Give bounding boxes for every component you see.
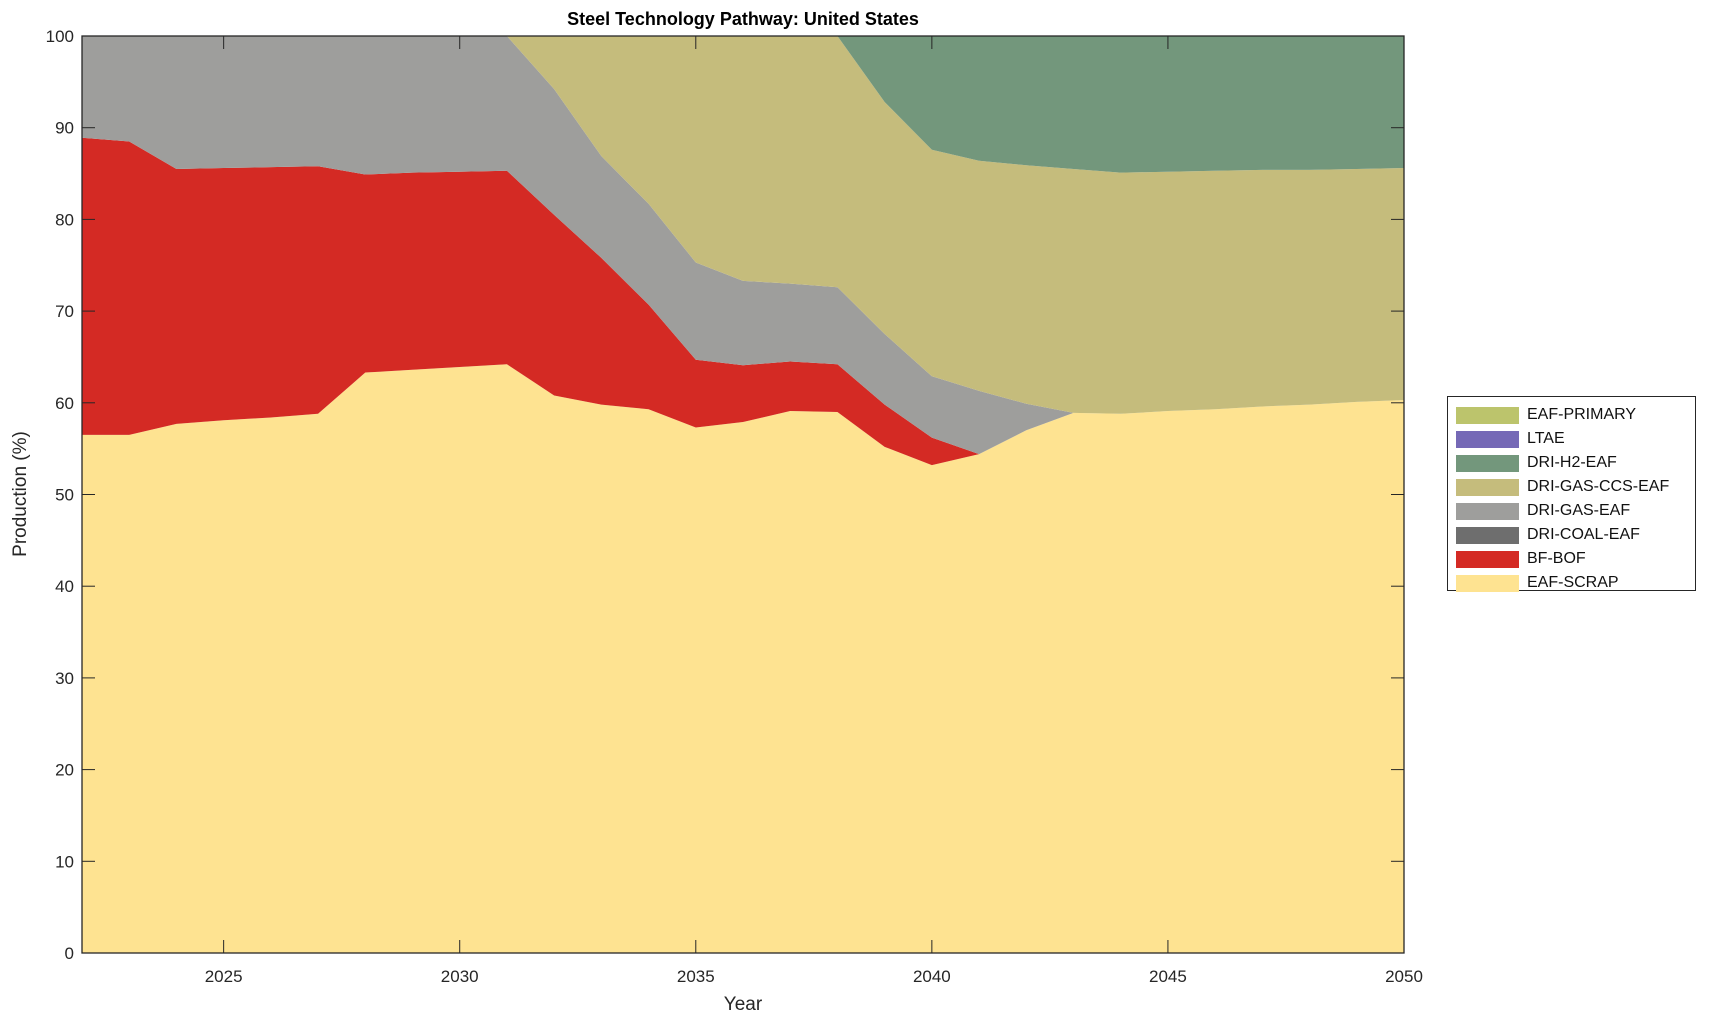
legend-item-eaf-scrap: EAF-SCRAP xyxy=(1456,571,1695,595)
legend-label: DRI-H2-EAF xyxy=(1527,454,1617,471)
legend: EAF-PRIMARY LTAE DRI-H2-EAF DRI-GAS-CCS-EAF… xyxy=(1447,396,1696,592)
y-tick-label: 80 xyxy=(55,210,74,229)
legend-swatch xyxy=(1456,550,1519,568)
legend-swatch xyxy=(1456,502,1519,520)
y-axis-label: Production (%) xyxy=(10,431,31,557)
area-dri-gas-ccs-eaf xyxy=(82,36,1404,414)
legend-item-bf-bof: BF-BOF xyxy=(1456,547,1695,571)
legend-swatch xyxy=(1456,406,1519,424)
x-tick-label: 2050 xyxy=(1385,967,1423,986)
x-tick-label: 2025 xyxy=(205,967,243,986)
y-tick-label: 20 xyxy=(55,761,74,780)
x-tick-label: 2040 xyxy=(913,967,951,986)
legend-label: DRI-COAL-EAF xyxy=(1527,526,1640,543)
legend-label: DRI-GAS-EAF xyxy=(1527,502,1631,519)
legend-swatch xyxy=(1456,574,1519,592)
legend-item-dri-gas-eaf: DRI-GAS-EAF xyxy=(1456,499,1695,523)
x-axis-label: Year xyxy=(724,994,763,1015)
legend-label: DRI-GAS-CCS-EAF xyxy=(1527,478,1670,495)
areas xyxy=(82,36,1404,953)
y-tick-label: 50 xyxy=(55,486,74,505)
chart-title: Steel Technology Pathway: United States xyxy=(567,9,919,29)
legend-swatch xyxy=(1456,478,1519,496)
legend-item-eaf-primary: EAF-PRIMARY xyxy=(1456,403,1695,427)
legend-item-ltae: LTAE xyxy=(1456,427,1695,451)
x-tick-label: 2035 xyxy=(677,967,715,986)
area-bf-bof xyxy=(82,137,1404,466)
legend-item-dri-gas-ccs-eaf: DRI-GAS-CCS-EAF xyxy=(1456,475,1695,499)
legend-item-dri-h2-eaf: DRI-H2-EAF xyxy=(1456,451,1695,475)
y-tick-label: 10 xyxy=(55,852,74,871)
legend-label: EAF-SCRAP xyxy=(1527,574,1619,591)
legend-item-dri-coal-eaf: DRI-COAL-EAF xyxy=(1456,523,1695,547)
x-tick-label: 2045 xyxy=(1149,967,1187,986)
legend-swatch xyxy=(1456,430,1519,448)
area-dri-gas-eaf xyxy=(82,36,1404,455)
y-tick-label: 40 xyxy=(55,577,74,596)
legend-label: LTAE xyxy=(1527,430,1565,447)
y-tick-label: 70 xyxy=(55,302,74,321)
y-tick-label: 100 xyxy=(46,27,74,46)
area-dri-h2-eaf xyxy=(82,36,1404,173)
legend-label: BF-BOF xyxy=(1527,550,1586,567)
legend-swatch xyxy=(1456,526,1519,544)
legend-swatch xyxy=(1456,454,1519,472)
legend-label: EAF-PRIMARY xyxy=(1527,406,1637,423)
y-tick-label: 60 xyxy=(55,394,74,413)
y-tick-label: 90 xyxy=(55,119,74,138)
y-tick-label: 0 xyxy=(65,944,74,963)
y-tick-label: 30 xyxy=(55,669,74,688)
area-eaf-scrap xyxy=(82,364,1404,953)
x-tick-label: 2030 xyxy=(441,967,479,986)
